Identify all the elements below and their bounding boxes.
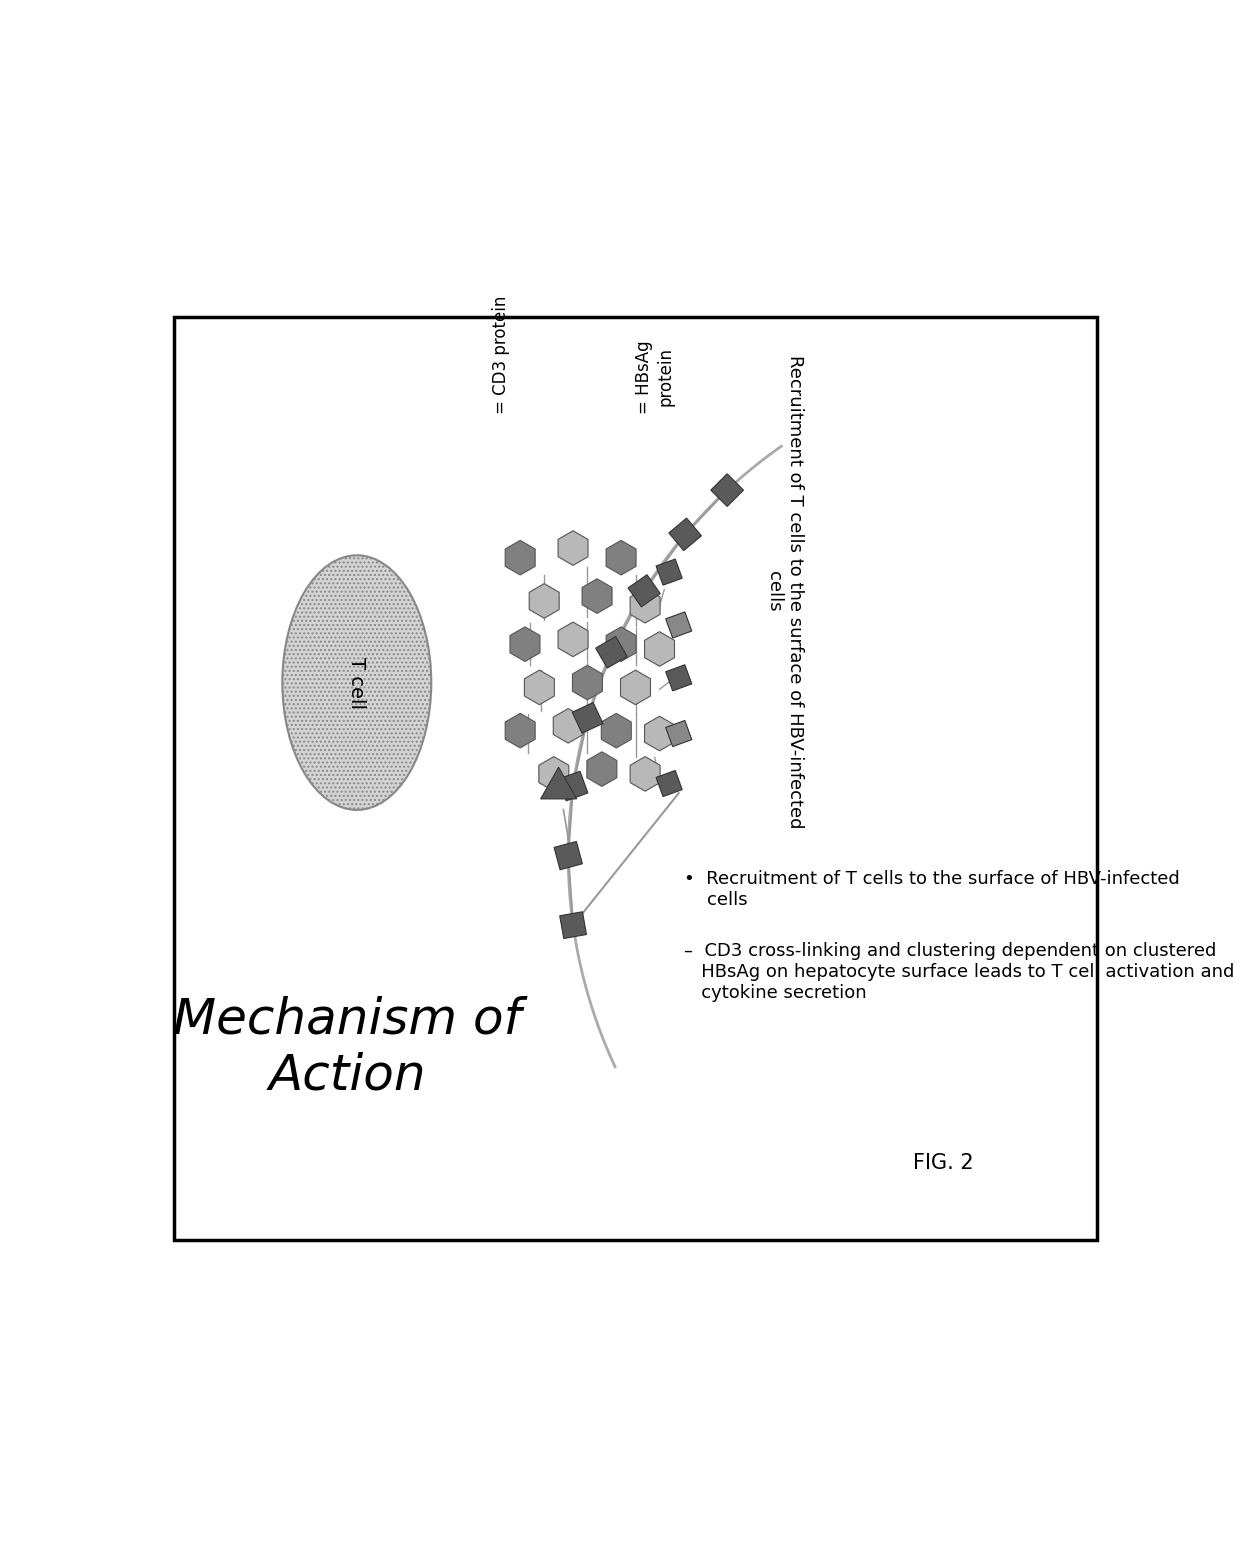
Polygon shape [601,714,631,748]
Polygon shape [510,628,539,662]
Text: FIG. 2: FIG. 2 [913,1153,973,1173]
Text: = HBsAg
protein: = HBsAg protein [635,339,675,413]
Ellipse shape [283,555,432,810]
Text: Mechanism of
Action: Mechanism of Action [174,996,521,1099]
Polygon shape [666,720,692,746]
Text: = CD3 protein: = CD3 protein [492,295,510,413]
Polygon shape [505,714,536,748]
Polygon shape [629,575,660,608]
Text: –  CD3 cross-linking and clustering dependent on clustered
   HBsAg on hepatocyt: – CD3 cross-linking and clustering depen… [683,942,1234,1002]
Polygon shape [630,589,660,623]
Polygon shape [587,752,616,786]
Text: T cell: T cell [347,657,366,709]
Polygon shape [666,612,692,638]
Polygon shape [668,518,702,550]
Polygon shape [558,621,588,657]
Polygon shape [558,771,588,800]
Polygon shape [558,530,588,566]
Polygon shape [666,665,692,691]
Polygon shape [645,715,675,751]
Polygon shape [582,578,613,614]
Polygon shape [606,540,636,575]
Polygon shape [711,473,744,506]
Polygon shape [541,768,577,799]
Polygon shape [539,757,569,791]
Polygon shape [573,665,603,700]
Polygon shape [630,757,660,791]
Text: •  Recruitment of T cells to the surface of HBV-infected
    cells: • Recruitment of T cells to the surface … [683,870,1179,908]
Polygon shape [656,560,682,584]
Polygon shape [572,703,603,732]
Polygon shape [656,771,682,797]
Polygon shape [525,671,554,705]
Polygon shape [505,540,536,575]
Polygon shape [529,583,559,618]
Polygon shape [620,671,651,705]
Polygon shape [595,637,627,668]
Polygon shape [554,842,583,870]
Polygon shape [553,709,583,743]
Text: Recruitment of T cells to the surface of HBV-infected
cells: Recruitment of T cells to the surface of… [765,355,804,828]
Polygon shape [559,911,587,939]
Polygon shape [645,632,675,666]
Polygon shape [606,628,636,662]
